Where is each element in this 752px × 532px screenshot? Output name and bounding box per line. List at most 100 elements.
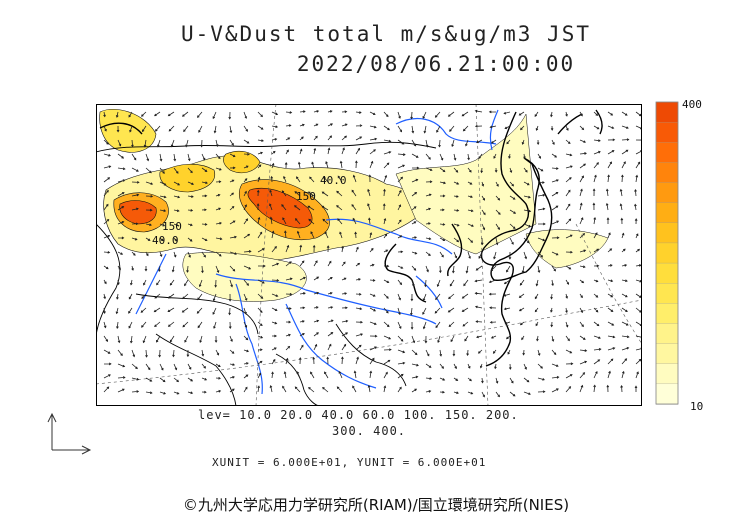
wind-arrow-icon <box>271 111 279 116</box>
wind-arrow-icon <box>243 293 248 301</box>
wind-arrow-icon <box>187 377 194 382</box>
wind-arrow-icon <box>128 307 133 314</box>
wind-arrow-icon <box>141 125 147 133</box>
wind-arrow-icon <box>621 293 628 298</box>
wind-arrow-icon <box>565 279 569 285</box>
japan-outline <box>490 109 603 282</box>
wind-arrow-icon <box>145 181 154 185</box>
wind-arrow-icon <box>448 293 455 300</box>
contour-levels-line1: lev= 10.0 20.0 40.0 60.0 100. 150. 200. <box>198 408 519 422</box>
wind-arrow-icon <box>621 138 630 142</box>
wind-arrow-icon <box>397 204 402 211</box>
wind-arrow-icon <box>481 209 486 216</box>
wind-arrow-icon <box>425 153 431 160</box>
wind-arrow-icon <box>201 194 208 198</box>
wind-arrow-icon <box>635 371 639 379</box>
wind-arrow-icon <box>369 125 377 129</box>
wind-arrow-icon <box>182 293 189 300</box>
wind-arrow-icon <box>479 363 483 369</box>
wind-arrow-icon <box>478 251 483 259</box>
wind-arrow-icon <box>383 385 387 393</box>
legend-swatch <box>655 283 679 304</box>
wind-arrow-icon <box>271 162 275 169</box>
wind-arrow-icon <box>397 279 403 286</box>
wind-arrow-icon <box>383 233 388 239</box>
wind-arrow-icon <box>351 189 357 197</box>
wind-arrow-icon <box>551 220 560 225</box>
wind-arrow-icon <box>282 217 287 225</box>
wind-arrow-icon <box>579 139 587 143</box>
wind-arrow-icon <box>397 164 406 169</box>
wind-arrow-icon <box>103 374 111 379</box>
wind-arrow-icon <box>271 293 279 297</box>
wind-arrow-icon <box>467 251 471 260</box>
wind-arrow-icon <box>481 391 485 398</box>
wind-arrow-icon <box>480 167 484 174</box>
wind-arrow-icon <box>285 292 293 296</box>
wind-arrow-icon <box>355 278 361 281</box>
wind-arrow-icon <box>519 321 525 326</box>
contour-levels-line2: 300. 400. <box>332 424 407 438</box>
wind-arrow-icon <box>619 188 623 197</box>
wind-arrow-icon <box>159 181 167 186</box>
wind-arrow-icon <box>476 335 483 339</box>
wind-arrow-icon <box>337 175 343 183</box>
wind-arrow-icon <box>436 279 441 288</box>
wind-arrow-icon <box>341 319 349 323</box>
wind-arrow-icon <box>423 125 427 134</box>
wind-arrow-icon <box>453 377 459 381</box>
wind-arrow-icon <box>503 279 511 285</box>
wind-arrow-icon <box>495 237 499 246</box>
wind-arrow-icon <box>509 195 516 200</box>
wind-arrow-icon <box>369 357 375 365</box>
wind-arrow-icon <box>467 167 472 173</box>
wind-arrow-icon <box>488 292 497 296</box>
wind-arrow-icon <box>243 265 252 270</box>
wind-arrow-icon <box>243 139 250 144</box>
wind-arrow-icon <box>605 202 609 211</box>
wind-arrow-icon <box>435 321 441 329</box>
wind-arrow-icon <box>621 321 629 326</box>
wind-arrow-icon <box>103 335 109 342</box>
wind-arrow-icon <box>593 232 598 239</box>
wind-arrow-icon <box>495 377 499 384</box>
wind-arrow-icon <box>462 321 469 327</box>
wind-arrow-icon <box>493 153 497 159</box>
wind-arrow-icon <box>201 377 208 381</box>
wind-arrow-icon <box>187 153 191 162</box>
wind-arrow-icon <box>422 111 427 119</box>
wind-arrow-icon <box>228 293 232 302</box>
wind-arrow-icon <box>537 251 544 258</box>
wind-arrow-icon <box>229 265 236 272</box>
wind-arrow-icon <box>159 167 165 174</box>
wind-arrow-icon <box>129 335 133 344</box>
wind-arrow-icon <box>481 377 484 384</box>
wind-arrow-icon <box>506 139 511 145</box>
wind-arrow-icon <box>243 386 248 393</box>
wind-arrow-icon <box>243 321 248 328</box>
wind-arrow-icon <box>383 371 388 379</box>
wind-arrow-icon <box>129 279 133 286</box>
wind-arrow-icon <box>634 203 637 211</box>
wind-arrow-icon <box>355 333 364 337</box>
wind-arrow-icon <box>535 321 539 327</box>
wind-arrow-icon <box>382 203 386 211</box>
wind-arrow-icon <box>453 391 459 395</box>
wind-arrow-icon <box>579 152 587 155</box>
wind-arrow-icon <box>425 251 431 256</box>
wind-arrow-icon <box>199 335 203 343</box>
wind-arrow-icon <box>605 188 609 197</box>
wind-arrow-icon <box>201 251 206 258</box>
wind-arrow-icon <box>412 166 420 170</box>
wind-arrow-icon <box>536 139 540 145</box>
wind-arrow-icon <box>103 250 111 254</box>
wind-arrow-icon <box>565 234 573 239</box>
wind-arrow-icon <box>243 250 252 253</box>
wind-arrow-icon <box>103 111 106 118</box>
wind-arrow-icon <box>550 293 553 300</box>
legend-swatch <box>655 262 679 284</box>
wind-arrow-icon <box>565 139 571 145</box>
wind-arrow-icon <box>299 136 304 141</box>
wind-arrow-icon <box>285 333 291 337</box>
wind-arrow-icon <box>117 388 125 393</box>
